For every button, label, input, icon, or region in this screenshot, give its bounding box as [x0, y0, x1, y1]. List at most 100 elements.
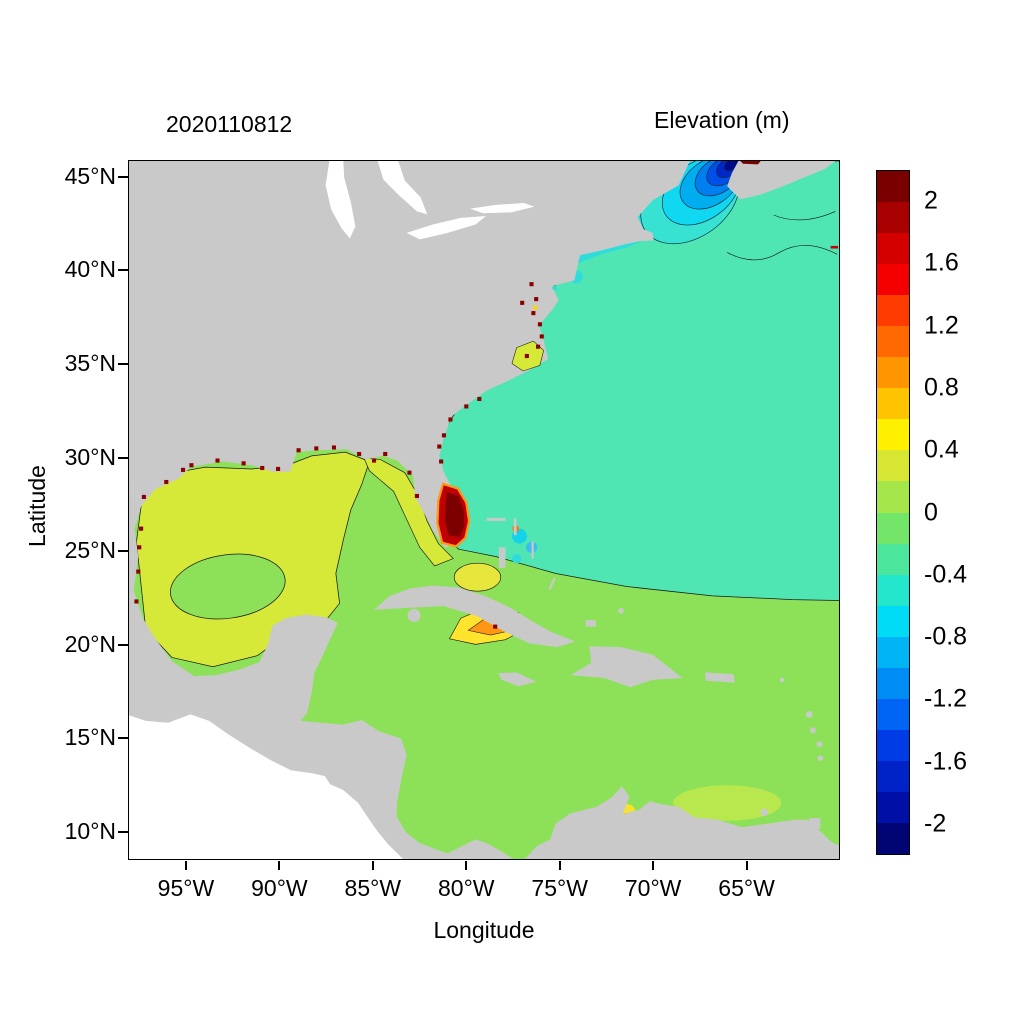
y-tick-mark [118, 363, 128, 365]
lesser-antilles-island [816, 741, 823, 748]
surge-speck [180, 467, 186, 472]
colorbar-tick-label: 2 [924, 186, 938, 215]
lesser-antilles-island [779, 677, 785, 683]
y-tick-label: 25°N [64, 537, 116, 564]
hispaniola-island [570, 646, 683, 688]
x-tick-mark [652, 861, 655, 870]
surge-speck [241, 461, 246, 466]
surge-speck [477, 396, 482, 402]
x-tick-mark [745, 861, 748, 870]
colorbar-tick-label: -2 [924, 809, 947, 838]
surge-speck [493, 624, 498, 629]
timestamp-title: 2020110812 [166, 111, 293, 137]
atlantic-contour-squiggle [773, 211, 836, 221]
surge-speck [441, 433, 446, 438]
colorbar-cell [877, 326, 909, 358]
north-america-landmass [129, 161, 690, 859]
colorbar-cell [877, 822, 909, 855]
x-tick-label: 90°W [251, 875, 308, 901]
y-tick-mark [118, 175, 128, 178]
surge-speck [164, 479, 169, 485]
colorbar-cell [877, 667, 909, 699]
colorbar-tick-label: 0.8 [924, 373, 959, 402]
colorbar-cell [877, 729, 909, 761]
margarita-island [760, 808, 769, 817]
sw-gulf-inner-green [170, 553, 286, 620]
long-island-bahamas [548, 577, 556, 590]
colorbar-cell [877, 760, 909, 792]
colorbar-title: Elevation (m) [654, 107, 790, 133]
x-tick-label: 65°W [718, 875, 775, 901]
surge-speck [189, 463, 194, 468]
jamaica-island [497, 672, 537, 687]
colorbar-tick-label: 0.4 [924, 435, 959, 464]
lesser-antilles-island [817, 755, 824, 762]
surge-speck [296, 448, 301, 453]
florida-surge-hotspot-core [444, 492, 465, 538]
colorbar-tick-label: -0.8 [924, 622, 968, 651]
grand-bahama [486, 517, 506, 521]
surge-speck [139, 526, 144, 531]
colorbar-cell [877, 295, 909, 327]
y-tick-label: 15°N [64, 724, 116, 751]
surge-speck [383, 451, 388, 457]
surge-speck [407, 470, 412, 475]
surge-speck [136, 569, 141, 574]
colorbar-cell [877, 791, 909, 823]
nova-scotia [727, 161, 836, 200]
colorbar-tick-label: -1.6 [924, 747, 968, 776]
minas-basin-red-dash [740, 161, 761, 165]
surge-speck [215, 458, 220, 463]
turks-caicos [618, 607, 624, 614]
colorbar-cell [877, 574, 909, 606]
delaware-cyan-speck [552, 285, 557, 290]
colorbar-tick-label: -1.2 [924, 684, 968, 713]
coastal-extremes-layer [134, 161, 839, 629]
y-tick-label: 30°N [64, 443, 116, 470]
colorbar-cell [877, 450, 909, 482]
surge-speck [331, 445, 337, 450]
puerto-rico-island [704, 672, 735, 683]
trinidad-island [809, 817, 821, 830]
y-tick-label: 35°N [64, 350, 116, 376]
x-tick-mark [278, 861, 281, 870]
colorbar-cell [877, 202, 909, 234]
x-tick-label: 80°W [437, 875, 495, 901]
y-tick-label: 45°N [64, 162, 116, 189]
x-tick-label: 85°W [344, 875, 402, 901]
pacific-out-of-domain [129, 714, 403, 859]
surge-speck [141, 494, 146, 499]
lesser-antilles-island [809, 727, 816, 734]
surge-speck [539, 334, 544, 339]
x-axis-label: Longitude [433, 917, 535, 943]
south-america-landmass [524, 786, 839, 859]
colorbar-cell [877, 171, 909, 203]
x-tick-mark [184, 861, 187, 870]
surge-speck [524, 353, 529, 359]
lake-michigan [325, 161, 356, 239]
abaco [513, 518, 517, 536]
surge-speck [437, 444, 442, 449]
x-tick-label: 75°W [531, 875, 588, 901]
surge-speck [372, 458, 377, 463]
venezuela-coast-strip [673, 785, 782, 821]
surge-speck [531, 311, 536, 316]
y-tick-label: 20°N [64, 630, 116, 657]
eleuthera [531, 541, 534, 559]
y-tick-mark [118, 269, 128, 272]
colorbar-cell [877, 357, 909, 389]
colorbar-tick-label: 1.6 [924, 248, 959, 277]
surge-speck [464, 404, 469, 409]
surge-speck [137, 545, 142, 550]
colorbar-cell [877, 388, 909, 420]
y-tick-label: 40°N [64, 256, 116, 283]
y-tick-mark [118, 737, 128, 740]
land-layer [129, 161, 839, 859]
colorbar [876, 170, 910, 855]
surge-speck [314, 446, 319, 451]
right-edge-red-speck [830, 245, 839, 249]
bahama-bank-yellow-patch [453, 562, 502, 592]
surge-speck [534, 297, 539, 302]
bahama-cyan-spot [525, 541, 538, 553]
